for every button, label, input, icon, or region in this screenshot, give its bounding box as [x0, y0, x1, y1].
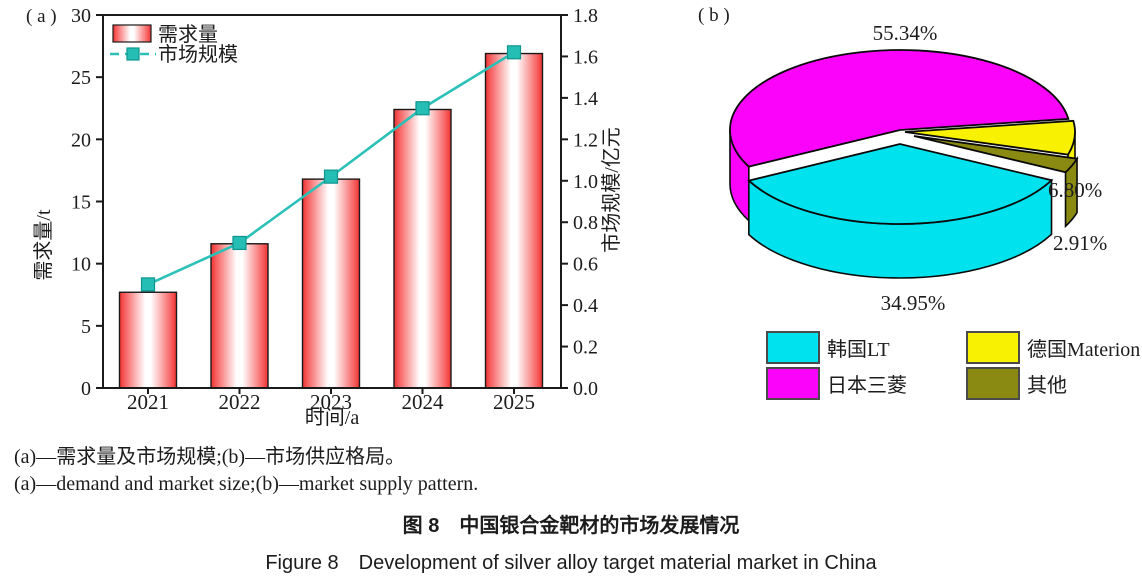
panel-a-label: ( a ) [26, 6, 57, 27]
bar-2023 [301, 178, 361, 389]
marker-2022 [232, 235, 247, 251]
y-right-tick-label: 1.4 [573, 88, 598, 110]
y-left-tick-label: 20 [71, 129, 91, 151]
legend-line-marker [126, 47, 140, 61]
y-left-tick-label: 25 [71, 67, 91, 89]
y-right-axis-title: 市场规模/亿元 [600, 127, 623, 253]
y-right-tick-label: 0.2 [573, 337, 598, 359]
marker-2023 [323, 169, 339, 184]
y-right-tick-label: 0.8 [573, 212, 598, 234]
pie-pct-label-韩国LT: 34.95% [881, 291, 946, 315]
pie-legend-swatch-其他 [966, 367, 1020, 400]
x-axis-title: 时间/a [305, 406, 360, 429]
pie-legend-swatch-韩国LT [766, 331, 820, 364]
y-right-tick-label: 1.2 [573, 129, 598, 151]
bar-2022 [210, 243, 269, 389]
pie-legend-swatch-日本三菱 [766, 367, 820, 400]
y-left-tick-label: 5 [81, 316, 91, 338]
x-tick-label: 2021 [127, 390, 169, 414]
pie-slice-日本三菱 [729, 49, 1070, 168]
x-tick-label: 2025 [493, 390, 535, 414]
pie-slice-其他 [913, 135, 1079, 174]
y-left-tick-label: 15 [71, 192, 91, 214]
x-tick-label: 2023 [310, 390, 352, 414]
pie-slice-德国Materion [904, 119, 1076, 156]
pie-slice-韩国LT [746, 143, 1054, 225]
y-right-tick-label: 0.6 [573, 254, 598, 276]
x-tick-label: 2022 [219, 390, 261, 414]
bar-2025 [484, 52, 544, 389]
y-left-tick-label: 0 [81, 378, 91, 400]
y-left-tick-label: 30 [71, 5, 91, 27]
legend-line-label: 市场规模 [158, 43, 238, 66]
bar-2024 [393, 108, 452, 389]
marker-2025 [506, 45, 522, 60]
y-right-tick-label: 0.4 [573, 295, 598, 317]
pie-pct-label-德国Materion: 6.80% [1048, 178, 1102, 202]
pie-pct-label-其他: 2.91% [1053, 231, 1107, 255]
pie-legend-label-德国Materion: 德国Materion [1027, 338, 1140, 361]
y-left-tick-label: 10 [71, 254, 91, 276]
caption-en-subtitle: (a)—demand and market size;(b)—market su… [14, 473, 479, 495]
caption-zh-title: 图 8 中国银合金靶材的市场发展情况 [402, 515, 740, 537]
y-right-tick-label: 1.8 [573, 5, 598, 27]
marker-2021 [140, 277, 156, 292]
caption-zh-subtitle: (a)—需求量及市场规模;(b)—市场供应格局。 [14, 446, 406, 468]
x-tick-label: 2024 [402, 390, 445, 414]
pie-pct-label-日本三菱: 55.34% [873, 21, 938, 45]
y-left-axis-title: 需求量/t [32, 209, 55, 281]
y-right-tick-label: 1.6 [573, 46, 598, 68]
legend-bar-swatch [112, 24, 152, 43]
y-right-tick-label: 0.0 [573, 378, 598, 400]
y-right-tick-label: 1.0 [573, 171, 598, 193]
legend-bar-label: 需求量 [158, 23, 218, 46]
pie-legend-label-韩国LT: 韩国LT [827, 338, 890, 361]
panel-b-label: ( b ) [698, 5, 730, 26]
bar-line-chart: 0510152025300.00.20.40.60.81.01.21.41.61… [32, 5, 623, 429]
pie-chart: 55.34% 34.95% 2.91% 6.80% 韩国LT 日本三菱 德国Materion… [729, 21, 1140, 400]
pie-legend-label-其他: 其他 [1027, 374, 1067, 397]
marker-2024 [415, 101, 430, 116]
caption-en-title: Figure 8 Development of silver alloy tar… [265, 552, 877, 574]
pie-legend-label-日本三菱: 日本三菱 [827, 374, 907, 397]
bar-2021 [118, 291, 178, 389]
pie-legend-swatch-德国Materion [966, 331, 1020, 364]
